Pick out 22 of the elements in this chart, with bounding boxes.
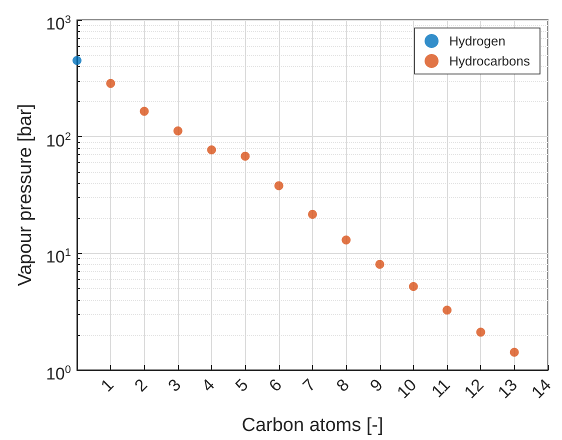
y-tick-label: 10$^{0}$ <box>46 363 71 386</box>
legend-label: Hydrogen <box>449 34 506 48</box>
y-tick-label: 10$^{3}$ <box>46 13 71 36</box>
x-tick-label: 9 <box>366 375 387 396</box>
x-tick-label: 2 <box>130 375 152 396</box>
x-tick-label: 3 <box>164 375 185 396</box>
x-tick-label: 6 <box>265 375 286 396</box>
y-axis-title: Vapour pressure [bar] <box>15 104 36 286</box>
y-tick-label: 10$^{1}$ <box>46 246 71 269</box>
x-tick-label: 1 <box>97 375 118 396</box>
x-tick-label: 8 <box>332 375 353 396</box>
x-tick-label: 4 <box>198 375 218 396</box>
x-tick-label: 10 <box>393 375 420 402</box>
x-tick-label: 13 <box>494 375 522 402</box>
x-tick-label: 7 <box>299 375 320 396</box>
x-tick-label: 12 <box>460 375 488 402</box>
x-tick-label: 5 <box>232 375 252 396</box>
legend-label: Hydrocarbons <box>449 54 530 68</box>
y-tick-label: 10$^{2}$ <box>46 130 71 152</box>
x-tick-label: 11 <box>428 375 454 402</box>
x-tick-label: 14 <box>528 375 555 402</box>
x-axis-title: Carbon atoms [-] <box>242 415 384 436</box>
